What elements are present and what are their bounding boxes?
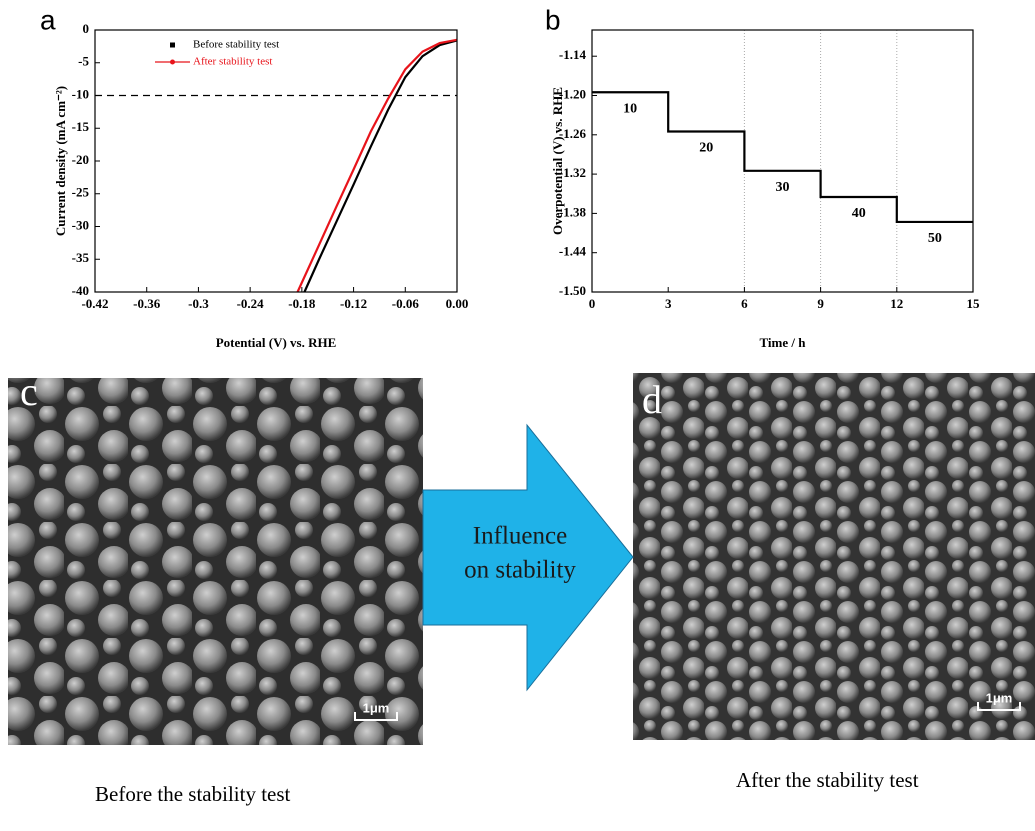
y-tick-label: 0 [83, 21, 90, 36]
plot-frame [94, 29, 458, 293]
y-axis-label: Current density (mA cm⁻²) [53, 86, 68, 236]
x-tick-label: 0.00 [446, 296, 469, 311]
step-label: 40 [852, 206, 866, 221]
data-line [296, 38, 458, 293]
y-tick-label: -1.44 [559, 244, 587, 259]
y-tick-label: -1.14 [559, 47, 587, 62]
caption: Before the stability test [95, 782, 291, 806]
x-tick-label: 0 [589, 296, 596, 311]
x-tick-label: 15 [967, 296, 981, 311]
y-axis-label: Overpotential (V) vs. RHE [550, 87, 565, 235]
panel-label: d [642, 377, 662, 422]
scale-bar [977, 702, 1021, 711]
step-label: 20 [699, 141, 713, 156]
legend-marker [170, 42, 175, 48]
x-tick-label: -0.12 [340, 296, 367, 311]
x-tick-label: 12 [890, 296, 903, 311]
scale-bar-label: 1μm [986, 690, 1013, 705]
arrow-text: Influence [473, 523, 567, 550]
x-tick-label: 9 [817, 296, 824, 311]
arrow-text: on stability [464, 557, 576, 584]
data-line [592, 91, 973, 224]
y-tick-label: -20 [72, 152, 89, 167]
panel-label: b [545, 4, 561, 35]
panel-label: a [40, 4, 56, 35]
sem-image [8, 378, 423, 745]
x-tick-label: -0.42 [81, 296, 108, 311]
y-tick-label: -1.38 [559, 204, 587, 219]
data-line [303, 39, 458, 293]
y-tick-label: -25 [72, 185, 90, 200]
scale-bar [354, 712, 398, 721]
step-label: 10 [623, 101, 637, 116]
x-tick-label: 3 [665, 296, 672, 311]
x-tick-label: -0.3 [188, 296, 209, 311]
y-tick-label: -40 [72, 283, 89, 298]
y-tick-label: -1.26 [559, 126, 587, 141]
legend-label: Before stability test [193, 39, 279, 51]
y-tick-label: -35 [72, 250, 90, 265]
x-tick-label: 6 [741, 296, 748, 311]
legend-label: After stability test [193, 56, 272, 68]
caption: After the stability test [736, 768, 919, 792]
y-tick-label: -1.50 [559, 283, 586, 298]
x-tick-label: -0.06 [392, 296, 420, 311]
y-tick-label: -1.20 [559, 86, 586, 101]
x-tick-label: -0.24 [237, 296, 265, 311]
x-tick-label: -0.36 [133, 296, 161, 311]
legend-marker [170, 59, 175, 65]
y-tick-label: -10 [72, 86, 89, 101]
scale-bar-label: 1μm [363, 700, 390, 715]
y-tick-label: -5 [78, 54, 89, 69]
plot-frame [591, 29, 974, 293]
step-label: 30 [776, 180, 790, 195]
y-tick-label: -1.32 [559, 165, 586, 180]
x-axis-label: Time / h [760, 335, 807, 350]
y-tick-label: -30 [72, 217, 89, 232]
step-label: 50 [928, 231, 942, 246]
y-tick-label: -15 [72, 119, 90, 134]
x-tick-label: -0.18 [288, 296, 316, 311]
sem-image [633, 373, 1035, 740]
panel-label: c [20, 369, 38, 414]
x-axis-label: Potential (V) vs. RHE [216, 335, 337, 350]
arrow [422, 423, 634, 692]
